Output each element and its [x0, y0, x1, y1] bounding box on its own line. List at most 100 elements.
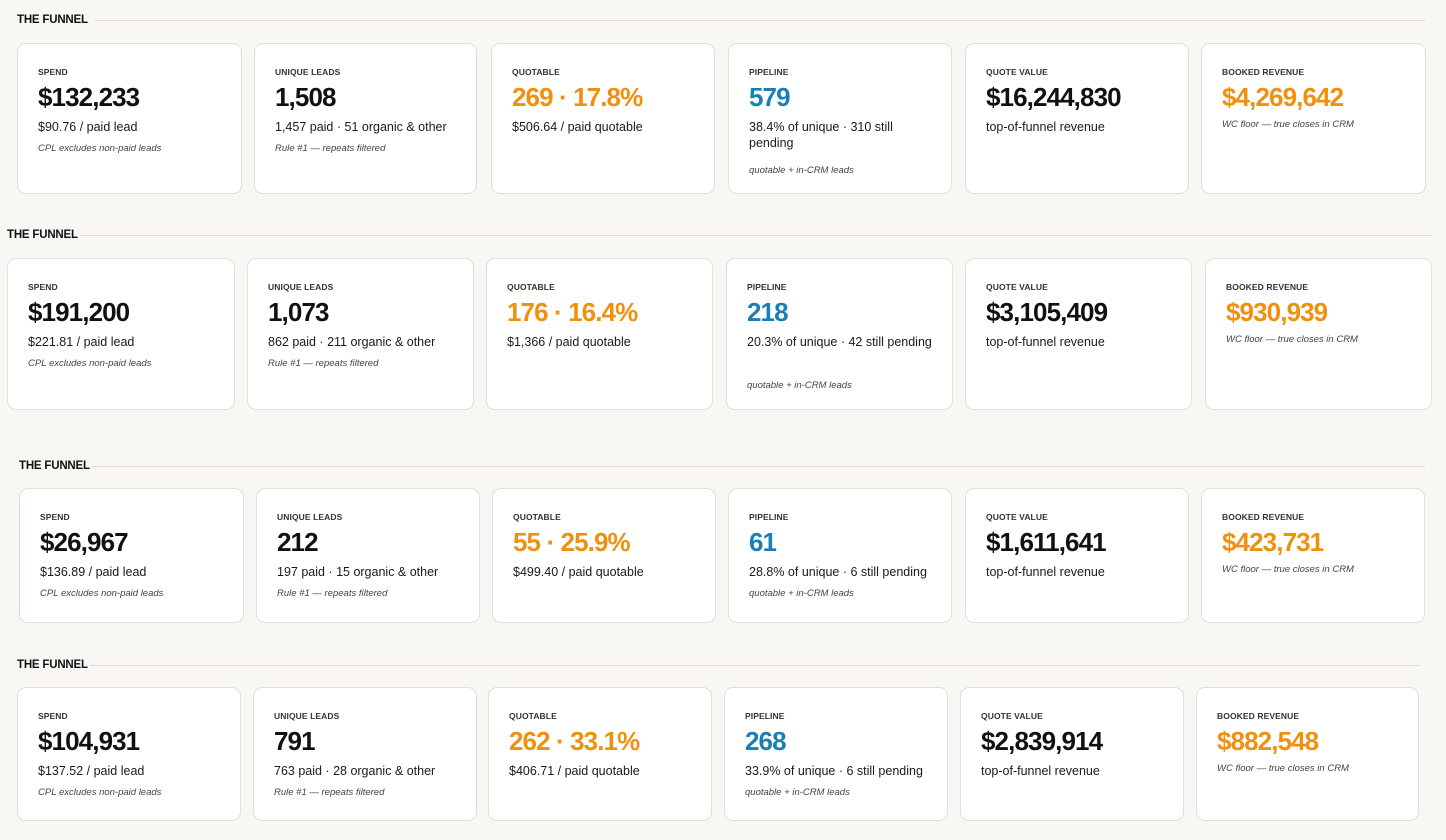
- metric-value: $191,200: [28, 297, 130, 327]
- metric-label: BOOKED REVENUE: [1217, 711, 1300, 721]
- metric-note: WC floor — true closes in CRM: [1222, 564, 1354, 575]
- metric-label: QUOTABLE: [507, 282, 555, 292]
- metric-subtext: 197 paid · 15 organic & other: [277, 565, 439, 579]
- metric-card-quotable: QUOTABLE 262 · 33.1% $406.71 / paid quotab…: [488, 687, 712, 821]
- metric-subtext: 28.8% of unique · 6 still pending: [749, 565, 927, 579]
- metric-note: Rule #1 — repeats filtered: [277, 588, 388, 599]
- metric-subtext: top-of-funnel revenue: [986, 335, 1105, 349]
- metric-card-booked-revenue: BOOKED REVENUE $882,548 WC floor — true cl…: [1196, 687, 1419, 821]
- section-title: THE FUNNEL: [17, 14, 88, 26]
- metric-label: QUOTABLE: [509, 711, 557, 721]
- metric-label: SPEND: [38, 711, 68, 721]
- metric-subtext: $137.52 / paid lead: [38, 764, 145, 778]
- metric-note: CPL excludes non-paid leads: [40, 588, 164, 599]
- metric-card-quote-value: QUOTE VALUE $3,105,409 top-of-funnel reven…: [965, 258, 1192, 410]
- section-divider: [92, 466, 1425, 467]
- metric-value: $423,731: [1222, 527, 1324, 557]
- metric-note: quotable + in-CRM leads: [749, 588, 854, 599]
- metric-card-unique-leads: UNIQUE LEADS 212 197 paid · 15 organic & o…: [256, 488, 480, 623]
- metric-subtext: 20.3% of unique · 42 still pending: [747, 335, 932, 349]
- metric-value: 268: [745, 726, 787, 756]
- metric-value: 1,508: [275, 82, 336, 112]
- metric-note: Rule #1 — repeats filtered: [274, 787, 385, 798]
- metric-label: PIPELINE: [749, 512, 789, 522]
- metric-subtext: top-of-funnel revenue: [986, 120, 1105, 134]
- metric-value: $1,611,641: [986, 527, 1107, 557]
- section-title: THE FUNNEL: [7, 229, 78, 241]
- metric-label: PIPELINE: [745, 711, 785, 721]
- metric-value: $882,548: [1217, 726, 1319, 756]
- section-divider: [90, 665, 1420, 666]
- section-divider: [80, 235, 1432, 236]
- metric-card-unique-leads: UNIQUE LEADS 791 763 paid · 28 organic & o…: [253, 687, 477, 821]
- metric-subtext: top-of-funnel revenue: [981, 764, 1100, 778]
- metric-note: CPL excludes non-paid leads: [38, 143, 162, 154]
- metric-subtext: 38.4% of unique · 310 still pending: [749, 120, 893, 150]
- metric-label: BOOKED REVENUE: [1222, 512, 1305, 522]
- metric-card-quote-value: QUOTE VALUE $2,839,914 top-of-funnel reven…: [960, 687, 1184, 821]
- metric-card-spend: SPEND $191,200 $221.81 / paid lead CPL excl…: [7, 258, 235, 410]
- metric-label: QUOTE VALUE: [986, 67, 1048, 77]
- metric-value: $16,244,830: [986, 82, 1122, 112]
- metric-note: WC floor — true closes in CRM: [1222, 119, 1354, 130]
- metric-value: $3,105,409: [986, 297, 1108, 327]
- metric-note: Rule #1 — repeats filtered: [275, 143, 386, 154]
- metric-card-pipeline: PIPELINE 61 28.8% of unique · 6 still pend…: [728, 488, 952, 623]
- metric-label: SPEND: [28, 282, 58, 292]
- metric-card-unique-leads: UNIQUE LEADS 1,508 1,457 paid · 51 organic…: [254, 43, 477, 194]
- metric-subtext: $90.76 / paid lead: [38, 120, 138, 134]
- section-title: THE FUNNEL: [19, 460, 90, 472]
- metric-value: $2,839,914: [981, 726, 1103, 756]
- metric-label: SPEND: [38, 67, 68, 77]
- section-title: THE FUNNEL: [17, 659, 88, 671]
- metric-note: CPL excludes non-paid leads: [38, 787, 162, 798]
- metric-value: 212: [277, 527, 319, 557]
- metric-value: $26,967: [40, 527, 129, 557]
- metric-label: UNIQUE LEADS: [268, 282, 334, 292]
- metric-card-quotable: QUOTABLE 55 · 25.9% $499.40 / paid quotabl…: [492, 488, 716, 623]
- metric-label: BOOKED REVENUE: [1226, 282, 1309, 292]
- metric-value: 218: [747, 297, 789, 327]
- metric-value: 791: [274, 726, 316, 756]
- metric-card-quotable: QUOTABLE 269 · 17.8% $506.64 / paid quotab…: [491, 43, 715, 194]
- metric-note: WC floor — true closes in CRM: [1226, 334, 1358, 345]
- metric-label: QUOTE VALUE: [986, 282, 1048, 292]
- metric-value: 176 · 16.4%: [507, 297, 638, 327]
- metric-subtext: $499.40 / paid quotable: [513, 565, 644, 579]
- metric-card-booked-revenue: BOOKED REVENUE $4,269,642 WC floor — true …: [1201, 43, 1426, 194]
- metric-subtext: top-of-funnel revenue: [986, 565, 1105, 579]
- metric-card-spend: SPEND $104,931 $137.52 / paid lead CPL excl…: [17, 687, 241, 821]
- metric-value: 1,073: [268, 297, 329, 327]
- metric-value: 61: [749, 527, 777, 557]
- metric-subtext: $506.64 / paid quotable: [512, 120, 643, 134]
- metric-label: QUOTABLE: [513, 512, 561, 522]
- metric-subtext: 33.9% of unique · 6 still pending: [745, 764, 923, 778]
- metric-card-booked-revenue: BOOKED REVENUE $930,939 WC floor — true cl…: [1205, 258, 1432, 410]
- metric-label: UNIQUE LEADS: [275, 67, 341, 77]
- metric-value: 269 · 17.8%: [512, 82, 643, 112]
- metric-note: quotable + in-CRM leads: [749, 165, 854, 176]
- metric-note: quotable + in-CRM leads: [745, 787, 850, 798]
- metric-card-pipeline: PIPELINE 579 38.4% of unique · 310 still p…: [728, 43, 952, 194]
- metric-note: WC floor — true closes in CRM: [1217, 763, 1349, 774]
- metric-label: QUOTE VALUE: [981, 711, 1043, 721]
- metric-card-quote-value: QUOTE VALUE $16,244,830 top-of-funnel reve…: [965, 43, 1189, 194]
- metric-subtext: $221.81 / paid lead: [28, 335, 135, 349]
- metric-label: QUOTABLE: [512, 67, 560, 77]
- metric-note: quotable + in-CRM leads: [747, 380, 852, 391]
- metric-card-pipeline: PIPELINE 268 33.9% of unique · 6 still pen…: [724, 687, 948, 821]
- metric-label: QUOTE VALUE: [986, 512, 1048, 522]
- metric-note: Rule #1 — repeats filtered: [268, 358, 379, 369]
- metric-subtext: $406.71 / paid quotable: [509, 764, 640, 778]
- metric-card-quote-value: QUOTE VALUE $1,611,641 top-of-funnel reven…: [965, 488, 1189, 623]
- metric-label: BOOKED REVENUE: [1222, 67, 1305, 77]
- metric-subtext: $136.89 / paid lead: [40, 565, 147, 579]
- metric-card-pipeline: PIPELINE 218 20.3% of unique · 42 still pe…: [726, 258, 953, 410]
- metric-subtext: 862 paid · 211 organic & other: [268, 335, 436, 349]
- metric-card-unique-leads: UNIQUE LEADS 1,073 862 paid · 211 organic …: [247, 258, 474, 410]
- metric-value: 262 · 33.1%: [509, 726, 640, 756]
- metric-value: 55 · 25.9%: [513, 527, 631, 557]
- metric-value: $104,931: [38, 726, 140, 756]
- metric-label: PIPELINE: [749, 67, 789, 77]
- metric-label: SPEND: [40, 512, 70, 522]
